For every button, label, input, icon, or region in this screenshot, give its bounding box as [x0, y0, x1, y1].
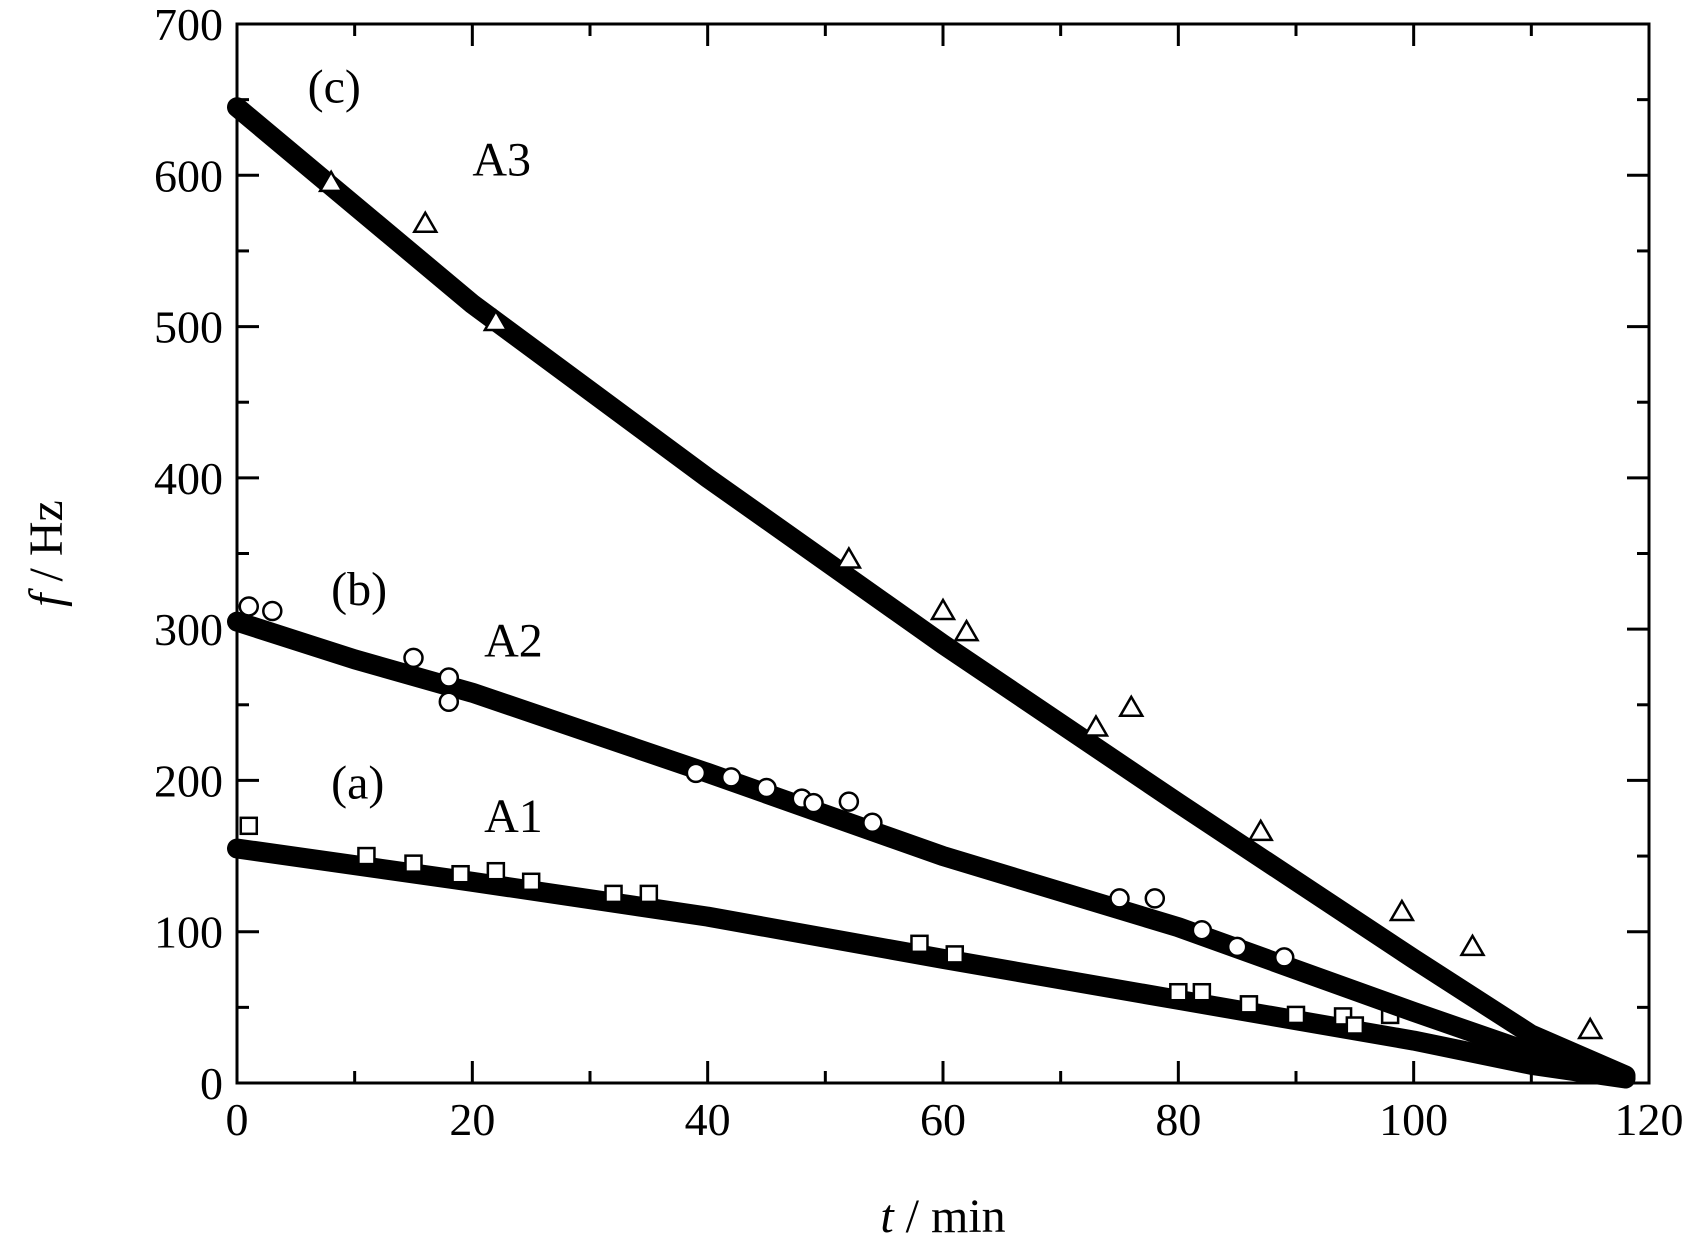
- triangle-marker: [317, 169, 345, 193]
- triangle-marker: [482, 308, 510, 332]
- square-marker: [486, 861, 506, 881]
- x-tick-label: 60: [920, 1094, 966, 1145]
- annotation-label: A1: [484, 790, 543, 843]
- circle-marker: [1273, 947, 1295, 968]
- triangle-marker: [1247, 818, 1274, 842]
- square-marker: [910, 934, 929, 954]
- circle-marker: [238, 596, 260, 617]
- square-marker: [451, 864, 470, 884]
- annotation-label: (a): [331, 757, 384, 810]
- circle-marker: [862, 812, 883, 834]
- y-axis-label: f / Hz: [20, 500, 73, 607]
- circle-marker: [838, 791, 860, 812]
- circle-marker: [403, 647, 424, 669]
- x-tick-label: 0: [226, 1094, 249, 1145]
- square-marker: [945, 945, 965, 964]
- circle-marker: [1191, 919, 1213, 941]
- square-marker: [521, 872, 541, 892]
- y-tick-label: 600: [154, 150, 223, 201]
- x-tick-label: 80: [1155, 1094, 1201, 1145]
- square-marker: [1286, 1005, 1306, 1025]
- fit-line-A1: [227, 838, 1636, 1089]
- x-tick-label: 40: [685, 1094, 731, 1145]
- circle-marker: [438, 667, 460, 688]
- y-tick-label: 100: [154, 907, 223, 958]
- square-marker: [1239, 995, 1259, 1014]
- fit-line-A3: [227, 97, 1636, 1086]
- circle-marker: [438, 691, 460, 713]
- axes: 0 20 40 60 80 100 120 0 100 200 300 400 500 600 700: [154, 0, 1684, 1145]
- square-marker: [1192, 982, 1212, 1002]
- annotation-label: (b): [331, 563, 387, 616]
- square-marker: [404, 854, 423, 873]
- circle-marker: [720, 767, 742, 788]
- circle-marker: [262, 600, 283, 622]
- x-tick-label: 100: [1379, 1094, 1448, 1145]
- y-tick-label: 200: [154, 755, 223, 806]
- circle-marker: [685, 762, 707, 784]
- circle-marker: [1109, 888, 1130, 909]
- square-marker: [639, 884, 659, 904]
- square-marker: [1345, 1016, 1365, 1035]
- triangle-marker: [1118, 694, 1145, 718]
- circle-marker: [1226, 936, 1248, 958]
- circle-marker: [756, 777, 777, 799]
- y-tick-label: 400: [154, 453, 223, 504]
- x-tick-label: 20: [449, 1094, 495, 1145]
- x-axis-unit: / min: [894, 1190, 1006, 1242]
- triangle-marker: [1459, 933, 1486, 957]
- y-axis-unit: / Hz: [20, 500, 73, 593]
- y-tick-label: 500: [154, 302, 223, 353]
- series-A1: [227, 816, 1636, 1089]
- plot-area: (c) A3 (b) A2 (a) A1: [227, 61, 1636, 1089]
- circle-marker: [1144, 888, 1166, 909]
- square-marker: [604, 884, 623, 904]
- annotation-label: (c): [308, 61, 361, 114]
- triangle-marker: [929, 597, 957, 621]
- y-tick-label: 300: [154, 604, 223, 655]
- triangle-marker: [1082, 713, 1110, 737]
- square-marker: [357, 846, 376, 866]
- annotation-label: A3: [472, 133, 531, 186]
- triangle-marker: [835, 546, 863, 569]
- series-A3: [227, 97, 1636, 1086]
- x-tick-label: 120: [1615, 1094, 1684, 1145]
- triangle-marker: [1576, 1016, 1604, 1040]
- triangle-marker: [953, 618, 980, 642]
- y-tick-label: 700: [154, 0, 223, 50]
- y-tick-label: 0: [200, 1058, 223, 1109]
- x-axis-symbol: t: [880, 1190, 895, 1242]
- series-A2: [227, 596, 1636, 1087]
- triangle-marker: [1388, 898, 1416, 922]
- fit-line-A2: [227, 611, 1636, 1087]
- square-marker: [1169, 982, 1188, 1002]
- square-marker: [239, 816, 259, 836]
- triangle-marker: [412, 210, 439, 233]
- x-axis-label: t / min: [880, 1190, 1005, 1242]
- annotation-label: A2: [484, 614, 543, 667]
- circle-marker: [803, 792, 824, 814]
- plot-frame: [235, 22, 1651, 1085]
